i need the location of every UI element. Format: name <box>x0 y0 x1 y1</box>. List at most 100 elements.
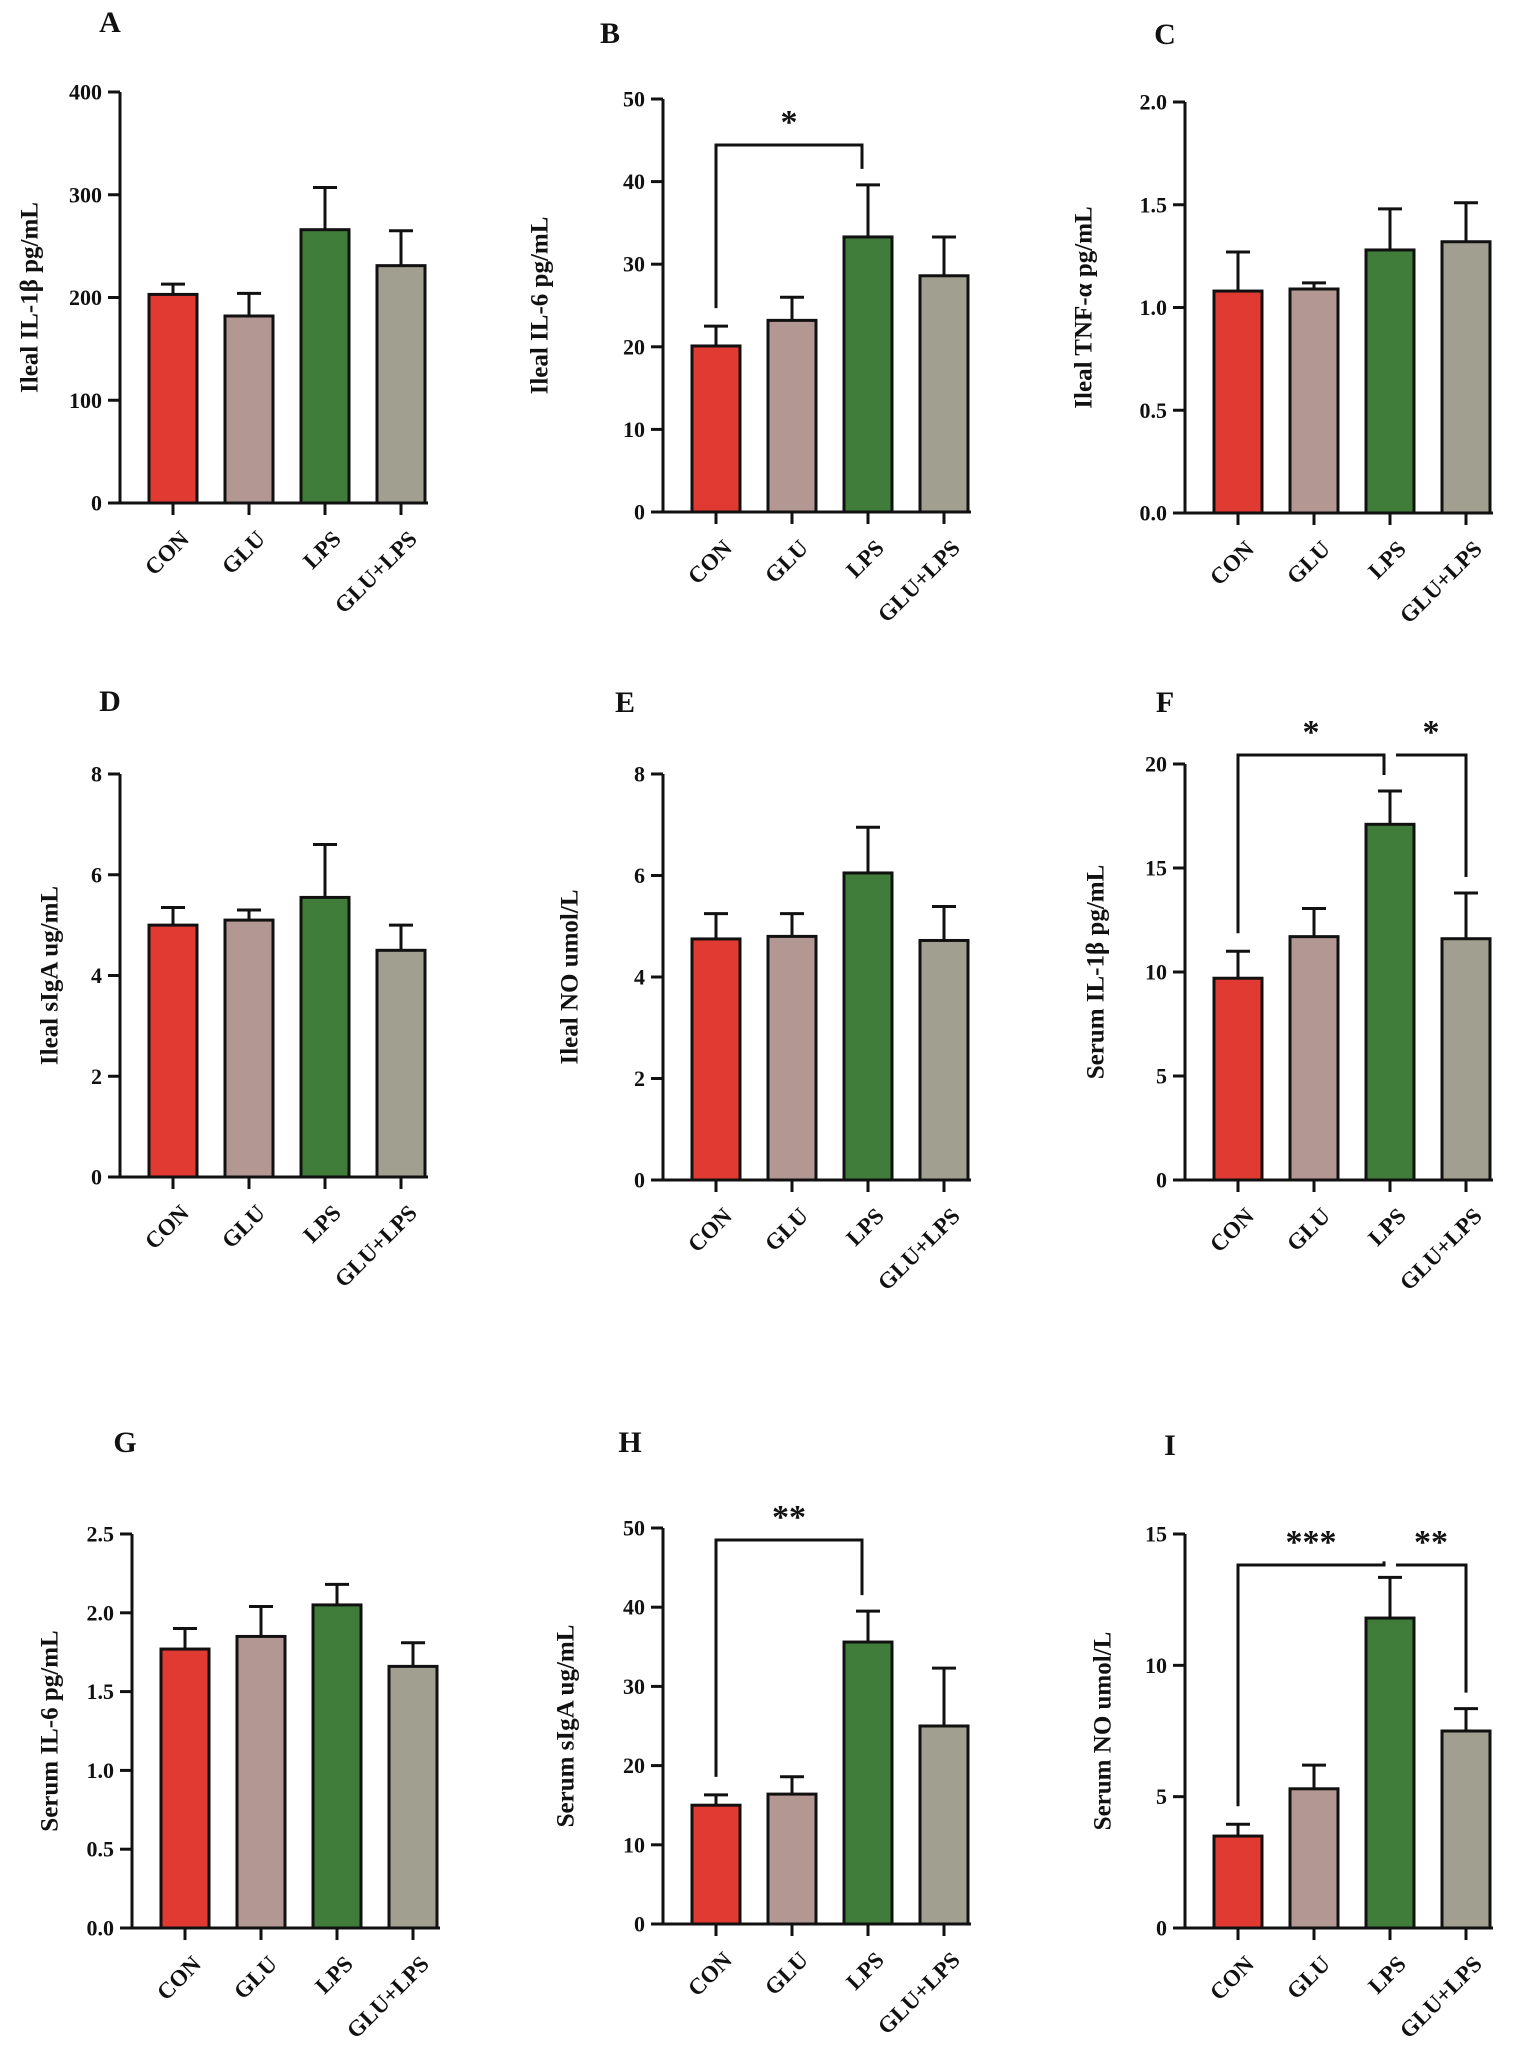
y-axis-label: Ileal NO umol/L <box>557 889 584 1064</box>
x-tick-label: GLU <box>229 1951 282 2004</box>
significance-marker: * <box>1423 714 1440 751</box>
x-tick-label: LPS <box>298 1200 346 1248</box>
bar-glu-lps <box>918 274 970 514</box>
y-tick-label: 10 <box>623 417 645 442</box>
bar-con <box>690 937 742 1182</box>
x-tick-label: GLU <box>1282 536 1335 589</box>
x-tick-label: GLU+LPS <box>873 535 965 627</box>
x-tick-label: GLU <box>760 1203 813 1256</box>
y-tick-label: 10 <box>1145 960 1167 985</box>
y-tick-label: 10 <box>623 1832 645 1857</box>
y-tick-label: 15 <box>1145 856 1167 881</box>
bar-glu <box>1288 1787 1340 1930</box>
bar-glu-lps <box>375 264 427 505</box>
y-tick-label: 0 <box>634 1168 645 1193</box>
x-tick-label: GLU+LPS <box>873 1947 965 2039</box>
y-tick-label: 0 <box>91 1165 102 1190</box>
y-tick-label: 0 <box>1156 1916 1167 1941</box>
significance-marker: ** <box>772 1499 806 1536</box>
y-tick-label: 5 <box>1156 1064 1167 1089</box>
x-tick-label: LPS <box>1363 1203 1411 1251</box>
significance-marker: *** <box>1286 1524 1337 1561</box>
y-axis-label: Serum IL-6 pg/mL <box>37 1630 64 1831</box>
x-tick-label: LPS <box>841 1947 889 1995</box>
y-tick-label: 40 <box>623 1595 645 1620</box>
x-tick-label: CON <box>683 535 737 589</box>
x-tick-label: GLU+LPS <box>330 526 422 618</box>
panel-letter: G <box>113 1426 136 1459</box>
y-tick-label: 4 <box>91 963 102 988</box>
y-tick-label: 1.5 <box>1140 192 1168 217</box>
y-tick-label: 400 <box>69 80 102 105</box>
y-tick-label: 30 <box>623 1674 645 1699</box>
bar-con <box>1212 976 1264 1182</box>
x-tick-label: LPS <box>298 526 346 574</box>
bar-lps <box>299 228 351 505</box>
bar-glu <box>223 314 275 505</box>
significance-bracket <box>1396 1563 1468 1693</box>
bar-glu-lps <box>387 1664 439 1930</box>
x-tick-label: LPS <box>841 1203 889 1251</box>
bar-glu <box>766 318 818 514</box>
significance-bracket <box>1236 753 1386 934</box>
bar-con <box>1212 289 1264 515</box>
x-tick-label: LPS <box>1363 536 1411 584</box>
panel-letter: E <box>615 686 635 719</box>
bar-lps <box>299 895 351 1179</box>
panel-b: B Ileal IL-6 pg/mL 0 10 20 30 40 50 CON GLU LPSGLU… <box>527 17 971 627</box>
y-tick-label: 2 <box>91 1064 102 1089</box>
y-tick-label: 1.5 <box>87 1679 115 1704</box>
y-tick-label: 8 <box>91 762 102 787</box>
y-tick-label: 20 <box>623 334 645 359</box>
x-tick-label: CON <box>1205 536 1259 590</box>
bar-glu <box>1288 287 1340 515</box>
x-tick-label: GLU <box>1282 1203 1335 1256</box>
y-tick-label: 0 <box>1156 1168 1167 1193</box>
bar-lps <box>311 1603 363 1930</box>
y-tick-label: 30 <box>623 252 645 277</box>
x-tick-label: GLU <box>1282 1951 1335 2004</box>
y-tick-label: 300 <box>69 182 102 207</box>
y-tick-label: 0.0 <box>87 1916 115 1941</box>
y-tick-label: 2 <box>634 1066 645 1091</box>
bar-glu-lps <box>375 948 427 1179</box>
y-axis-label: Ileal TNF-α pg/mL <box>1071 206 1098 408</box>
bar-glu-lps <box>1440 937 1492 1182</box>
x-tick-label: GLU+LPS <box>1395 1203 1487 1295</box>
y-tick-label: 0 <box>91 491 102 516</box>
y-tick-label: 0.5 <box>1140 398 1168 423</box>
bar-con <box>159 1647 211 1930</box>
panel-letter: I <box>1164 1429 1176 1462</box>
y-tick-label: 0.5 <box>87 1837 115 1862</box>
panel-h: H Serum sIgA ug/mL 0 10 20 30 40 50 CON GLU LPSGLU… <box>553 1426 971 2039</box>
significance-marker: * <box>781 104 798 141</box>
x-tick-label: GLU <box>760 535 813 588</box>
y-tick-label: 20 <box>623 1753 645 1778</box>
y-axis-label: Serum NO umol/L <box>1090 1632 1117 1831</box>
y-tick-label: 1.0 <box>1140 295 1168 320</box>
y-tick-label: 2.5 <box>87 1522 115 1547</box>
y-axis-label: Ileal IL-1β pg/mL <box>17 202 44 393</box>
bar-glu-lps <box>918 938 970 1182</box>
panel-letter: B <box>600 17 620 50</box>
bar-glu <box>223 918 275 1179</box>
bar-lps <box>1364 1616 1416 1930</box>
y-tick-label: 50 <box>623 1516 645 1541</box>
bar-lps <box>842 235 894 514</box>
bar-glu <box>1288 935 1340 1182</box>
x-tick-label: LPS <box>1363 1951 1411 1999</box>
y-axis-label: Ileal IL-6 pg/mL <box>527 217 554 395</box>
panel-letter: A <box>99 6 121 39</box>
x-tick-label: GLU+LPS <box>873 1203 965 1295</box>
x-tick-label: CON <box>1205 1951 1259 2005</box>
y-tick-label: 6 <box>91 862 102 887</box>
x-tick-label: GLU+LPS <box>1395 536 1487 628</box>
significance-bracket <box>714 1538 864 1777</box>
x-tick-label: GLU <box>217 1200 270 1253</box>
y-tick-label: 8 <box>634 762 645 787</box>
panel-letter: D <box>99 685 121 718</box>
x-tick-label: GLU <box>217 526 270 579</box>
